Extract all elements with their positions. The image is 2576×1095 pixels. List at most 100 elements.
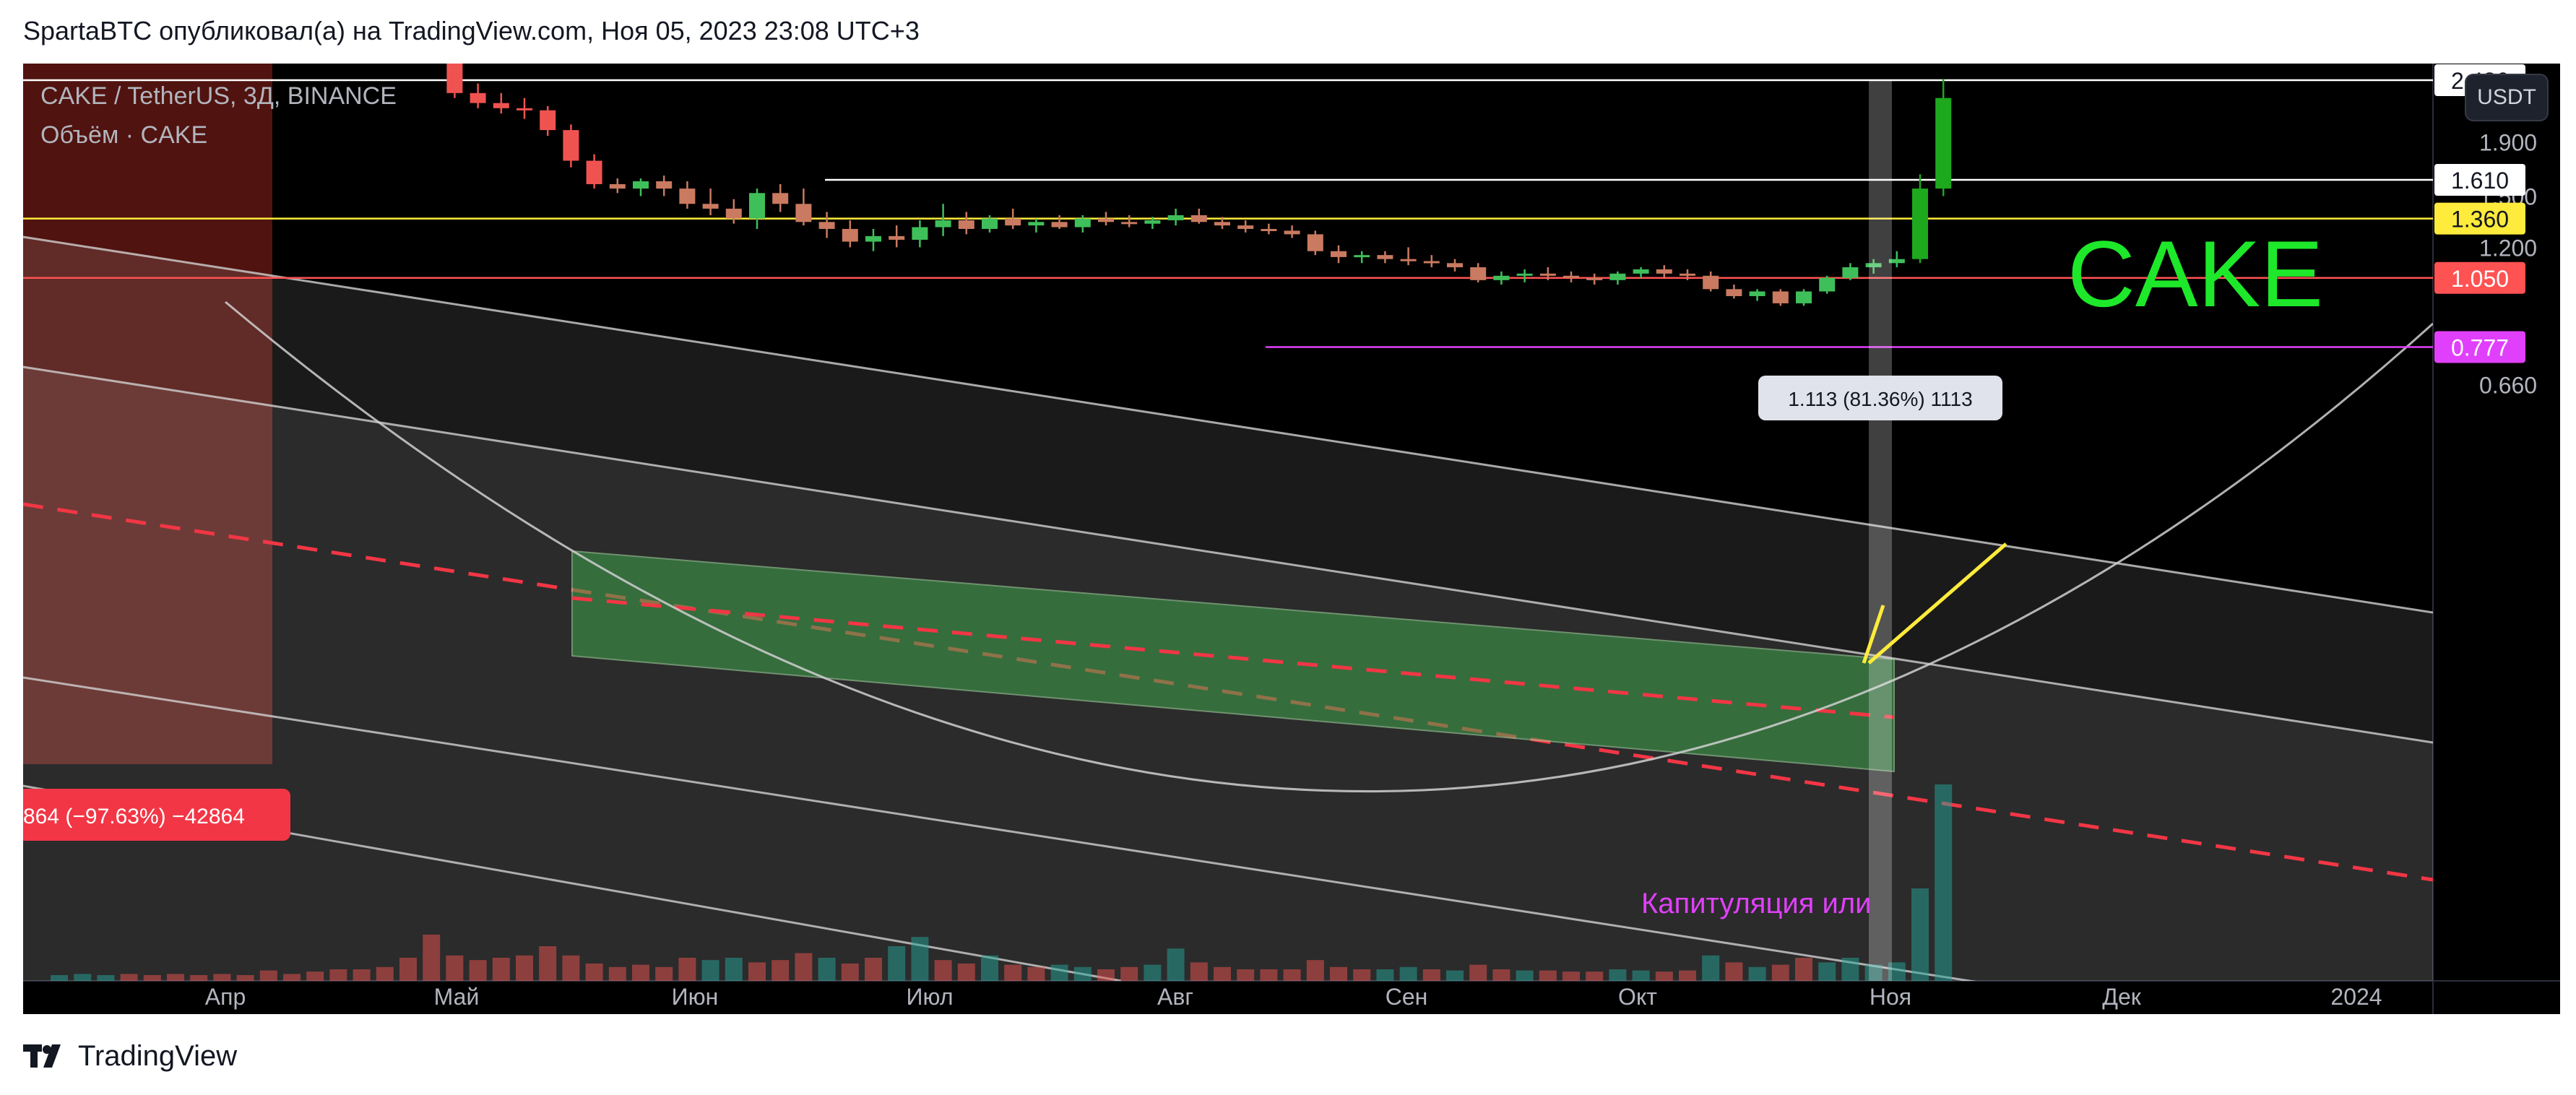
volume-bar — [1539, 970, 1557, 981]
price-tag-text: 1.360 — [2451, 207, 2509, 233]
volume-bar — [632, 964, 649, 981]
price-chart[interactable]: 5.5001.9001.5001.2000.6604.6883.8043.083… — [23, 64, 2560, 1014]
candle-body — [563, 130, 579, 161]
candle-body — [795, 204, 812, 222]
candle-body — [586, 160, 602, 184]
volume-bar — [283, 974, 301, 981]
volume-bar — [539, 946, 557, 981]
legend-symbol: CAKE / TetherUS, 3Д, BINANCE — [40, 82, 397, 110]
volume-bar — [1214, 966, 1231, 981]
candle-body — [1888, 259, 1905, 264]
volume-bar — [1771, 964, 1789, 981]
candle-body — [1586, 277, 1603, 280]
volume-bar — [725, 958, 743, 981]
volume-bar — [167, 974, 184, 981]
price-tag-1.050 — [2434, 261, 2525, 294]
volume-bar — [562, 955, 580, 981]
volume-bar — [1446, 970, 1464, 981]
price-tag-1.360 — [2434, 202, 2525, 235]
candle-body — [725, 208, 742, 219]
candle-body — [1005, 218, 1021, 226]
volume-bar — [1586, 971, 1604, 981]
volume-bar — [1167, 948, 1185, 981]
candle-body — [1865, 263, 1882, 268]
volume-bar — [1004, 964, 1022, 981]
candle-body — [842, 228, 858, 242]
volume-bar — [1422, 969, 1440, 981]
x-tick-label: Дек — [2102, 984, 2141, 1010]
candle-body — [958, 220, 974, 229]
volume-bar — [1144, 964, 1162, 981]
currency-button[interactable]: USDT — [2465, 74, 2549, 121]
candle-body — [912, 227, 928, 240]
volume-bar — [1795, 958, 1812, 981]
volume-bar — [1935, 784, 1953, 981]
volume-bar — [213, 974, 231, 981]
volume-bar — [678, 958, 696, 981]
measure-bottom-text: 864 (−97.63%) −42864 — [23, 805, 245, 828]
x-tick-label: Июл — [907, 984, 954, 1010]
candle-body — [1563, 275, 1579, 278]
volume-bar — [1888, 962, 1906, 981]
volume-bar — [1260, 969, 1278, 981]
candle-body — [1121, 222, 1138, 225]
volume-bar — [1097, 969, 1115, 981]
volume-bar — [143, 975, 161, 981]
y-tick-label: 1.900 — [2479, 129, 2537, 155]
x-tick-label: Авг — [1157, 984, 1193, 1010]
candle-body — [1516, 273, 1533, 276]
volume-bar — [1841, 958, 1859, 981]
volume-bar — [1399, 966, 1417, 981]
volume-bar — [655, 966, 673, 981]
candle-body — [1284, 230, 1300, 235]
volume-bar — [399, 958, 417, 981]
candle-body — [1214, 222, 1230, 226]
volume-bar — [1864, 964, 1883, 981]
volume-bar — [1073, 966, 1092, 981]
volume-bar — [1120, 966, 1138, 981]
candle-body — [1261, 228, 1277, 231]
candle-body — [1354, 255, 1370, 258]
volume-bar — [1330, 966, 1347, 981]
yellow-arrow-line — [1867, 542, 2007, 665]
volume-bar — [1306, 960, 1324, 981]
y-tick-label: 1.200 — [2479, 235, 2537, 261]
footer: TradingView — [23, 1034, 237, 1078]
price-tag-1.610 — [2434, 164, 2525, 196]
volume-bar — [446, 955, 464, 981]
volume-bar — [1190, 962, 1208, 981]
x-tick-label: Сен — [1386, 984, 1428, 1010]
yellow-arrow-head — [1862, 605, 1885, 664]
volume-bar — [911, 937, 929, 981]
volume-bar — [701, 960, 719, 981]
price-tag-text: 0.777 — [2451, 334, 2509, 360]
volume-bar — [353, 969, 371, 981]
candle-body — [1144, 220, 1161, 224]
volume-bar — [1516, 970, 1534, 981]
cake-big-label: CAKE — [2067, 221, 2323, 326]
candle-body — [1307, 234, 1323, 251]
candle-body — [1074, 218, 1091, 228]
volume-bar — [748, 962, 766, 981]
volume-bar — [306, 971, 324, 981]
candle-body — [1772, 291, 1789, 303]
candle-body — [656, 181, 673, 189]
volume-bar — [1609, 969, 1627, 981]
candle-body — [1377, 255, 1393, 259]
volume-bar — [1283, 969, 1301, 981]
measure-tooltip-bottom — [23, 789, 290, 841]
capitulation-label: Капитуляция или — [1641, 888, 1872, 919]
volume-bar — [888, 946, 906, 981]
green-channel — [571, 550, 1895, 773]
candle-body — [1190, 215, 1207, 222]
volume-bar — [1237, 969, 1255, 981]
candle-body — [1656, 269, 1672, 274]
candle-body — [889, 235, 905, 240]
channel-line-mid — [23, 365, 2433, 744]
candle-body — [1609, 273, 1626, 280]
candle-body — [493, 103, 509, 108]
volume-bar — [608, 966, 626, 981]
volume-bar — [841, 964, 859, 981]
volume-bar — [469, 960, 487, 981]
chart-area[interactable]: 5.5001.9001.5001.2000.6604.6883.8043.083… — [23, 64, 2560, 1014]
